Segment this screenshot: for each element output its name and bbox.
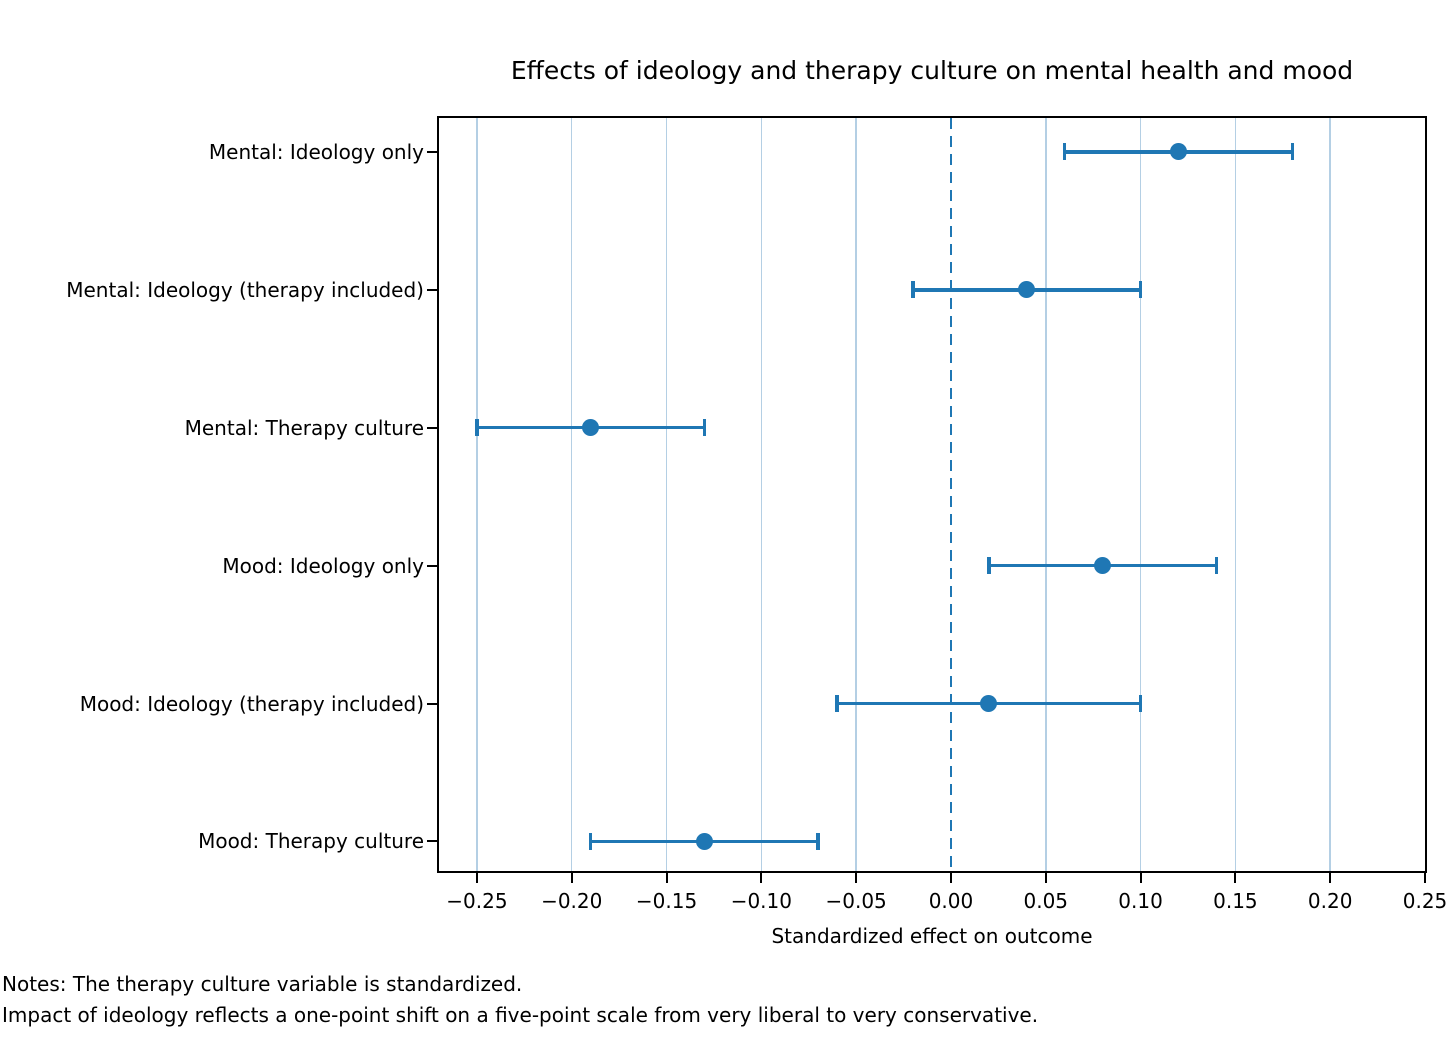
gridline — [760, 118, 763, 871]
x-tick — [1044, 873, 1047, 883]
note-line-1: Notes: The therapy culture variable is s… — [2, 972, 523, 996]
chart-title: Effects of ideology and therapy culture … — [510, 56, 1354, 85]
ci-cap-low — [1062, 143, 1067, 161]
ci-cap-high — [816, 832, 820, 850]
ci-cap-high — [1138, 281, 1143, 299]
gridline — [855, 118, 857, 871]
y-tick-label: Mental: Therapy culture — [184, 415, 424, 440]
x-tick-label: −0.15 — [635, 889, 698, 913]
x-tick-label: 0.25 — [1402, 889, 1448, 913]
x-tick — [570, 873, 573, 883]
x-tick-label: −0.25 — [446, 889, 508, 913]
point-marker — [980, 695, 998, 713]
x-tick-label: −0.05 — [825, 889, 887, 913]
x-tick — [949, 873, 952, 883]
y-tick — [427, 702, 437, 705]
x-axis-label: Standardized effect on outcome — [771, 924, 1093, 948]
y-tick-label: Mental: Ideology (therapy included) — [66, 277, 424, 302]
ci-cap-low — [475, 419, 479, 437]
note-line-2: Impact of ideology reflects a one-point … — [2, 1003, 1039, 1027]
x-tick — [665, 873, 668, 883]
point-marker — [1170, 143, 1187, 161]
x-tick — [1139, 873, 1142, 883]
x-tick-label: 0.00 — [928, 889, 974, 913]
y-tick — [427, 150, 437, 153]
y-tick-label: Mood: Ideology (therapy included) — [79, 691, 424, 716]
x-tick-label: −0.10 — [730, 889, 792, 913]
y-tick-label: Mood: Ideology only — [222, 553, 424, 578]
point-marker — [695, 832, 713, 850]
point-marker — [1018, 281, 1036, 299]
gridline — [570, 118, 573, 871]
point-marker — [582, 419, 600, 437]
x-tick — [760, 873, 763, 883]
y-tick — [427, 564, 437, 567]
ci-cap-low — [588, 832, 593, 850]
x-tick-label: 0.15 — [1213, 889, 1258, 913]
y-tick-label: Mental: Ideology only — [208, 139, 424, 164]
x-tick — [1234, 873, 1237, 883]
y-tick — [427, 426, 437, 429]
gridline — [1045, 118, 1047, 871]
x-tick — [1329, 873, 1332, 883]
x-tick-label: 0.05 — [1023, 889, 1069, 913]
gridline — [1234, 118, 1237, 871]
zero-reference-line — [949, 118, 953, 871]
x-tick — [1424, 873, 1426, 883]
x-tick-label: −0.20 — [541, 889, 603, 913]
ci-cap-high — [1290, 143, 1295, 161]
ci-cap-high — [1214, 557, 1219, 575]
gridline — [1139, 118, 1142, 871]
y-tick — [427, 288, 437, 291]
point-marker — [1094, 557, 1112, 575]
plot-area — [437, 116, 1427, 873]
ci-cap-low — [835, 695, 839, 713]
ci-cap-high — [1138, 695, 1143, 713]
gridline — [1329, 118, 1331, 871]
y-tick — [427, 840, 437, 843]
x-tick-label: 0.10 — [1118, 889, 1163, 913]
x-tick — [475, 873, 478, 883]
gridline — [476, 118, 478, 871]
ci-cap-high — [702, 419, 707, 437]
gridline — [665, 118, 668, 871]
y-tick-label: Mood: Therapy culture — [198, 829, 424, 854]
ci-cap-low — [987, 557, 991, 575]
x-tick — [855, 873, 858, 883]
x-tick-label: 0.20 — [1307, 889, 1353, 913]
ci-cap-low — [911, 281, 915, 299]
